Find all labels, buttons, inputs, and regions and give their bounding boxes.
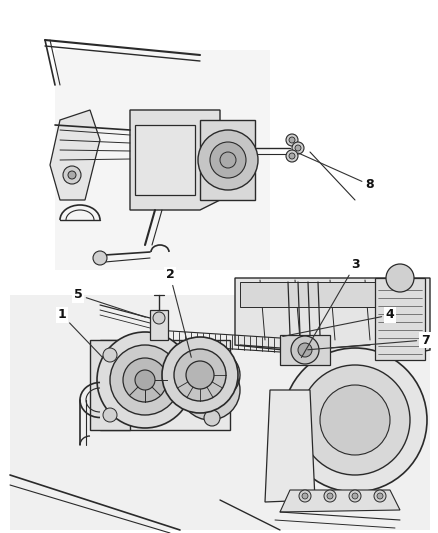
Text: 5: 5 — [74, 288, 145, 317]
Circle shape — [302, 493, 308, 499]
Circle shape — [153, 312, 165, 324]
Polygon shape — [265, 390, 315, 502]
Text: 8: 8 — [299, 153, 374, 191]
Circle shape — [291, 336, 319, 364]
Polygon shape — [235, 278, 430, 360]
Circle shape — [292, 142, 304, 154]
Circle shape — [68, 171, 76, 179]
Circle shape — [63, 166, 81, 184]
Text: 2: 2 — [166, 269, 191, 357]
Circle shape — [103, 348, 117, 362]
Circle shape — [377, 493, 383, 499]
Polygon shape — [10, 295, 430, 530]
Circle shape — [352, 493, 358, 499]
Polygon shape — [135, 125, 195, 195]
Circle shape — [283, 348, 427, 492]
Circle shape — [386, 264, 414, 292]
Circle shape — [198, 130, 258, 190]
Circle shape — [93, 251, 107, 265]
Polygon shape — [55, 50, 270, 270]
Circle shape — [300, 365, 410, 475]
Polygon shape — [375, 278, 425, 360]
Circle shape — [289, 137, 295, 143]
Circle shape — [220, 152, 236, 168]
Circle shape — [298, 343, 312, 357]
Circle shape — [349, 490, 361, 502]
Circle shape — [162, 337, 238, 413]
Polygon shape — [130, 110, 220, 210]
Text: 4: 4 — [283, 309, 394, 336]
Circle shape — [204, 410, 220, 426]
Polygon shape — [280, 490, 400, 512]
Circle shape — [180, 360, 240, 420]
Circle shape — [286, 134, 298, 146]
Circle shape — [97, 332, 193, 428]
Bar — [150, 310, 168, 340]
Polygon shape — [90, 340, 130, 430]
Circle shape — [135, 370, 155, 390]
Circle shape — [110, 350, 126, 366]
Text: 3: 3 — [301, 259, 359, 358]
Circle shape — [299, 490, 311, 502]
Polygon shape — [200, 120, 255, 200]
Circle shape — [327, 493, 333, 499]
Circle shape — [123, 358, 167, 402]
Circle shape — [295, 145, 301, 151]
Circle shape — [320, 385, 390, 455]
Circle shape — [324, 490, 336, 502]
Bar — [240, 282, 420, 307]
Circle shape — [210, 142, 246, 178]
Text: 1: 1 — [58, 309, 103, 358]
Circle shape — [174, 349, 226, 401]
Polygon shape — [50, 110, 100, 200]
Circle shape — [289, 153, 295, 159]
Circle shape — [286, 150, 298, 162]
Circle shape — [186, 361, 214, 389]
Circle shape — [374, 490, 386, 502]
Polygon shape — [280, 335, 330, 365]
Circle shape — [110, 345, 180, 415]
Text: 7: 7 — [308, 334, 429, 350]
Circle shape — [103, 408, 117, 422]
Polygon shape — [100, 340, 230, 430]
